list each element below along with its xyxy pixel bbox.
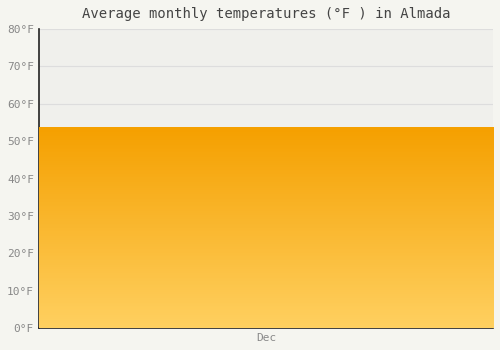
Bar: [39, 128, 493, 328]
Title: Average monthly temperatures (°F ) in Almada: Average monthly temperatures (°F ) in Al…: [82, 7, 450, 21]
